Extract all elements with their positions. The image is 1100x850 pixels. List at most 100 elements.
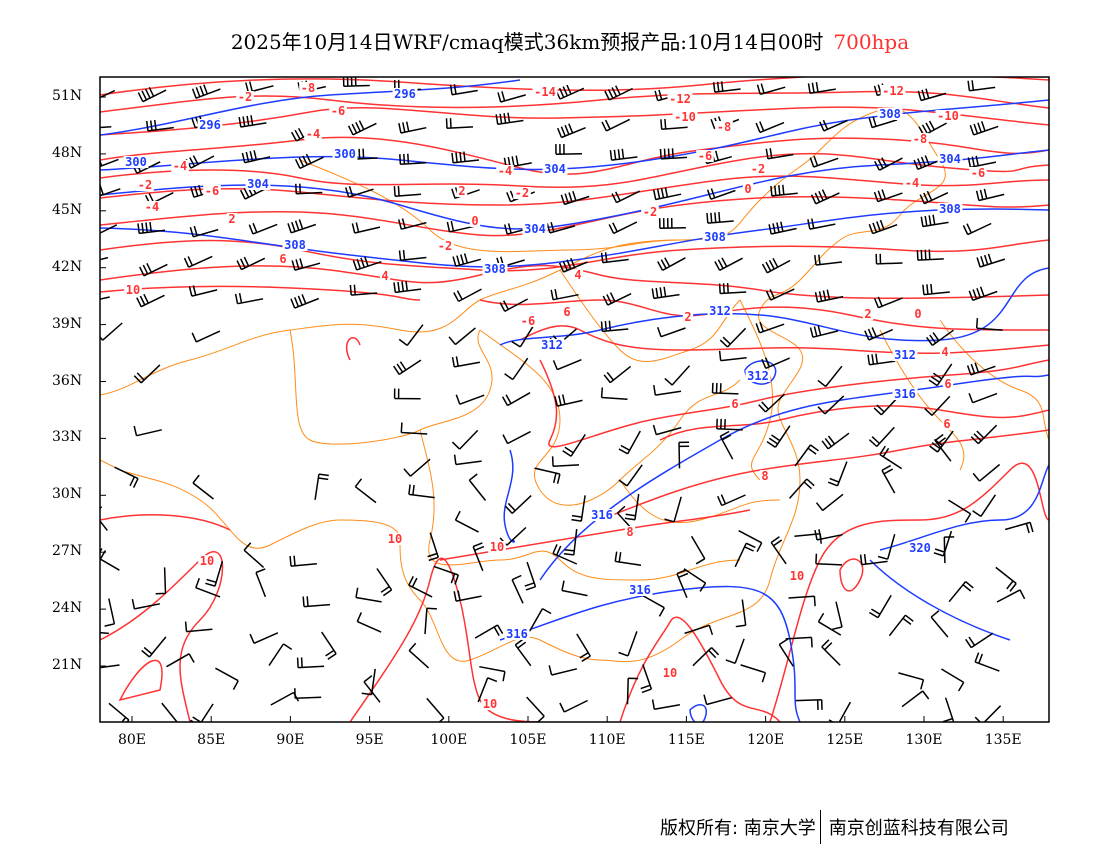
- contour-label-background: [386, 533, 404, 545]
- wind-barb: [100, 631, 109, 635]
- wind-barb: [100, 296, 110, 300]
- contour-label-background: [123, 156, 149, 168]
- wind-barb: [562, 433, 586, 457]
- wind-barb: [718, 350, 747, 362]
- wind-barb: [832, 601, 843, 631]
- contour-label-background: [749, 163, 767, 175]
- wind-barb: [651, 699, 681, 711]
- wind-barb: [734, 542, 756, 568]
- lon-label: 85E: [197, 732, 226, 748]
- lon-label: 135E: [984, 732, 1022, 748]
- wind-barb: [765, 288, 795, 301]
- wind-barb: [137, 221, 166, 235]
- lon-label: 130E: [905, 732, 943, 748]
- contour-label-background: [481, 698, 499, 710]
- wind-barb: [248, 222, 278, 235]
- wind-barb: [361, 668, 376, 696]
- wind-barb: [504, 357, 529, 381]
- contour-label-background: [877, 108, 903, 120]
- lat-label: 45N: [52, 201, 83, 218]
- contour-label: 0: [744, 182, 751, 196]
- contour-label: -6: [331, 104, 345, 118]
- wind-barb: [614, 551, 642, 566]
- wind-barb: [881, 464, 896, 494]
- contour-label: 304: [544, 162, 566, 176]
- contour-label: 316: [506, 627, 528, 641]
- wind-barb: [924, 395, 951, 416]
- contour-label: -2: [438, 239, 452, 253]
- wind-barb: [600, 387, 628, 401]
- contour-label-background: [892, 388, 918, 400]
- copyright-owner-2: 南京创蓝科技有限公司: [828, 818, 1009, 839]
- contour-label: 4: [574, 268, 581, 282]
- wind-barb: [778, 638, 794, 667]
- wind-barb: [314, 473, 329, 500]
- wind-barb: [819, 119, 848, 132]
- wind-barb: [448, 327, 476, 346]
- lat-label: 42N: [52, 258, 83, 275]
- wind-barb: [354, 478, 377, 504]
- wind-barb: [155, 567, 167, 595]
- province-border: [419, 429, 741, 581]
- wind-barb: [618, 464, 643, 487]
- contour-label-background: [392, 88, 418, 100]
- wind-barb: [453, 590, 482, 602]
- wind-barb: [100, 664, 120, 669]
- wind-barb: [868, 426, 895, 448]
- contour-label: 296: [199, 118, 221, 132]
- contour-label-background: [226, 213, 238, 225]
- contour-label: -2: [515, 186, 529, 200]
- contour-label: -6: [971, 166, 985, 180]
- contour-label: -12: [882, 84, 904, 98]
- lat-label: 30N: [52, 486, 83, 503]
- contour-label: -10: [937, 109, 959, 123]
- contour-label: 312: [894, 348, 916, 362]
- wind-barb: [446, 220, 476, 233]
- wind-barb: [928, 363, 953, 387]
- wind-barb: [933, 530, 953, 557]
- contour-label: 316: [894, 387, 916, 401]
- contour-label: 10: [200, 554, 214, 568]
- contour-label-background: [482, 263, 508, 275]
- contour-label: 312: [709, 304, 731, 318]
- wind-barb: [342, 77, 370, 88]
- wind-barb: [929, 430, 954, 453]
- wind-barb: [706, 188, 736, 200]
- wind-barb: [664, 496, 682, 523]
- wind-barb: [740, 664, 767, 683]
- wind-barb: [108, 702, 130, 722]
- wind-barb: [608, 221, 638, 235]
- wind-barb: [408, 642, 430, 669]
- contour-label-background: [939, 346, 951, 358]
- wind-barb: [449, 84, 478, 96]
- wind-barb: [660, 118, 688, 131]
- wind-barb: [815, 493, 844, 512]
- wind-barb: [683, 568, 707, 592]
- wind-barb: [718, 283, 747, 295]
- wind-barb: [974, 705, 1002, 722]
- wind-barb: [996, 589, 1026, 603]
- wind-barb: [100, 184, 121, 197]
- wind-barb: [133, 425, 162, 437]
- wind-barb: [873, 296, 903, 309]
- province-border: [739, 299, 774, 481]
- wind-barb: [658, 217, 686, 229]
- wind-barb: [656, 327, 686, 338]
- wind-barb: [712, 81, 741, 93]
- contour-label-background: [969, 167, 987, 179]
- wind-barb: [821, 432, 850, 450]
- wind-barb: [941, 668, 965, 692]
- wind-barb: [609, 148, 638, 161]
- wind-barb: [290, 294, 320, 309]
- lat-label: 39N: [52, 315, 83, 332]
- wind-barb: [451, 356, 481, 368]
- province-border: [479, 329, 741, 506]
- wind-barb: [948, 499, 972, 523]
- wind-barb: [652, 424, 682, 436]
- contour-label: -6: [205, 184, 219, 198]
- contour-label-background: [682, 311, 694, 323]
- contour-label-background: [504, 628, 530, 640]
- wind-barb: [809, 325, 839, 338]
- wind-barb: [499, 298, 529, 312]
